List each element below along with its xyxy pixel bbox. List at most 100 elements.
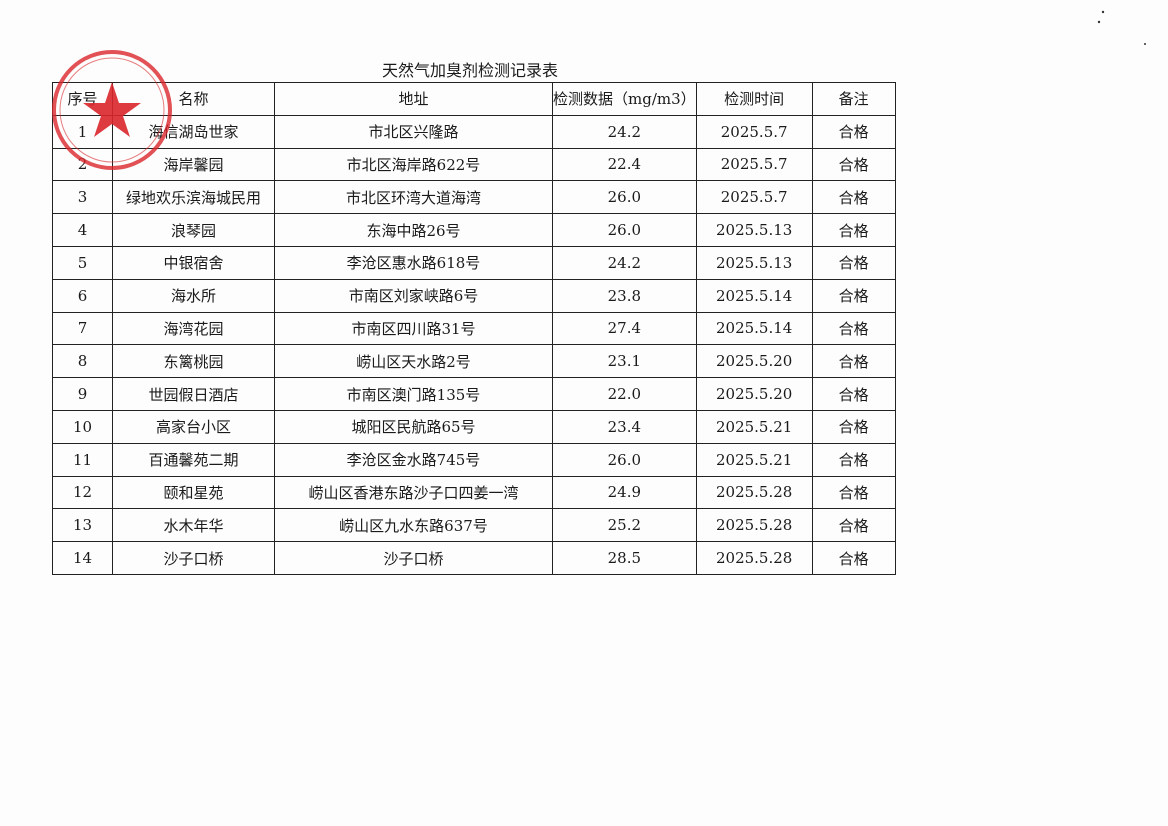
header-row: 序号 名称 地址 检测数据（mg/m3） 检测时间 备注 [52,82,896,116]
header-cell: 名称 [112,82,275,116]
table-cell: 23.8 [552,278,697,313]
table-cell: 浪琴园 [112,213,275,247]
table-cell: 中银宿舍 [112,245,275,280]
table-cell: 4 [52,213,113,247]
table-cell: 23.1 [552,344,697,379]
table-row: 3 绿地欢乐滨海城民用 市北区环湾大道海湾 26.0 2025.5.7 合格 [52,180,896,215]
table-cell: 合格 [811,409,896,444]
scan-speck [1144,43,1146,45]
table-cell: 2025.5.28 [695,541,813,575]
table-cell: 沙子口桥 [274,541,553,575]
table-row: 9 世园假日酒店 市南区澳门路135号 22.0 2025.5.20 合格 [52,377,896,411]
table-row: 13 水木年华 崂山区九水东路637号 25.2 2025.5.28 合格 [52,508,896,543]
table-cell: 14 [52,541,113,575]
table-cell: 5 [52,245,113,280]
table-row: 8 东篱桃园 崂山区天水路2号 23.1 2025.5.20 合格 [52,344,896,379]
header-cell: 地址 [274,82,553,116]
document-title: 天然气加臭剂检测记录表 [381,61,558,80]
scan-speck [1101,10,1105,14]
table-cell: 合格 [811,442,896,477]
table-cell: 24.9 [552,475,697,510]
table-row: 1 海信湖岛世家 市北区兴隆路 24.2 2025.5.7 合格 [52,114,896,149]
table-cell: 合格 [811,344,896,379]
table-cell: 世园假日酒店 [112,377,275,411]
scan-speck [1097,20,1101,24]
table-cell: 2025.5.7 [695,180,813,215]
table-cell: 崂山区天水路2号 [274,344,553,379]
table-cell: 沙子口桥 [112,541,275,575]
table-cell: 2025.5.7 [695,147,813,182]
table-cell: 2025.5.20 [695,344,813,379]
table-cell: 东篱桃园 [112,344,275,379]
table-cell: 22.4 [552,147,697,182]
table-cell: 26.0 [552,180,697,215]
table-cell: 7 [52,311,113,346]
table-row: 6 海水所 市南区刘家峡路6号 23.8 2025.5.14 合格 [52,278,896,313]
table-cell: 海岸馨园 [112,147,275,182]
table-cell: 9 [52,377,113,411]
header-cell: 检测数据（mg/m3） [552,82,697,116]
table-cell: 23.4 [552,409,697,444]
table-row: 5 中银宿舍 李沧区惠水路618号 24.2 2025.5.13 合格 [52,245,896,280]
table-row: 7 海湾花园 市南区四川路31号 27.4 2025.5.14 合格 [52,311,896,346]
table-cell: 合格 [811,114,896,149]
table-cell: 2025.5.28 [695,475,813,510]
table-cell: 2025.5.28 [695,508,813,543]
table-cell: 崂山区九水东路637号 [274,508,553,543]
table-cell: 3 [52,180,113,215]
table-cell: 1 [52,114,113,149]
table-cell: 东海中路26号 [274,213,553,247]
table-row: 12 颐和星苑 崂山区香港东路沙子口四姜一湾 24.9 2025.5.28 合格 [52,475,896,510]
table-cell: 城阳区民航路65号 [274,409,553,444]
table-cell: 合格 [811,180,896,215]
table-cell: 10 [52,409,113,444]
table-cell: 26.0 [552,442,697,477]
table-cell: 27.4 [552,311,697,346]
table-cell: 合格 [811,311,896,346]
table-cell: 李沧区惠水路618号 [274,245,553,280]
table-cell: 2025.5.21 [695,409,813,444]
table-cell: 水木年华 [112,508,275,543]
table-cell: 24.2 [552,245,697,280]
table-cell: 2025.5.7 [695,114,813,149]
table-cell: 28.5 [552,541,697,575]
table-cell: 李沧区金水路745号 [274,442,553,477]
table-cell: 市北区海岸路622号 [274,147,553,182]
table-cell: 合格 [811,245,896,280]
table-cell: 合格 [811,541,896,575]
table-cell: 合格 [811,377,896,411]
table-row: 14 沙子口桥 沙子口桥 28.5 2025.5.28 合格 [52,541,896,575]
table-cell: 26.0 [552,213,697,247]
table-cell: 2025.5.14 [695,278,813,313]
table-cell: 海湾花园 [112,311,275,346]
table-cell: 2 [52,147,113,182]
table-cell: 颐和星苑 [112,475,275,510]
table-cell: 24.2 [552,114,697,149]
table-row: 4 浪琴园 东海中路26号 26.0 2025.5.13 合格 [52,213,896,247]
table-cell: 合格 [811,475,896,510]
table-cell: 百通馨苑二期 [112,442,275,477]
table-cell: 崂山区香港东路沙子口四姜一湾 [274,475,553,510]
header-cell: 备注 [811,82,896,116]
table-cell: 合格 [811,147,896,182]
table-row: 10 高家台小区 城阳区民航路65号 23.4 2025.5.21 合格 [52,409,896,444]
table-row: 11 百通馨苑二期 李沧区金水路745号 26.0 2025.5.21 合格 [52,442,896,477]
table-cell: 8 [52,344,113,379]
table-cell: 市南区刘家峡路6号 [274,278,553,313]
table-cell: 高家台小区 [112,409,275,444]
table-cell: 13 [52,508,113,543]
table-cell: 2025.5.20 [695,377,813,411]
table-cell: 合格 [811,278,896,313]
table-cell: 22.0 [552,377,697,411]
table-cell: 市南区四川路31号 [274,311,553,346]
table-cell: 11 [52,442,113,477]
table-cell: 合格 [811,213,896,247]
table-cell: 合格 [811,508,896,543]
table-cell: 绿地欢乐滨海城民用 [112,180,275,215]
table-cell: 2025.5.13 [695,213,813,247]
table-cell: 海信湖岛世家 [112,114,275,149]
table-cell: 2025.5.21 [695,442,813,477]
table-cell: 海水所 [112,278,275,313]
table-cell: 2025.5.13 [695,245,813,280]
